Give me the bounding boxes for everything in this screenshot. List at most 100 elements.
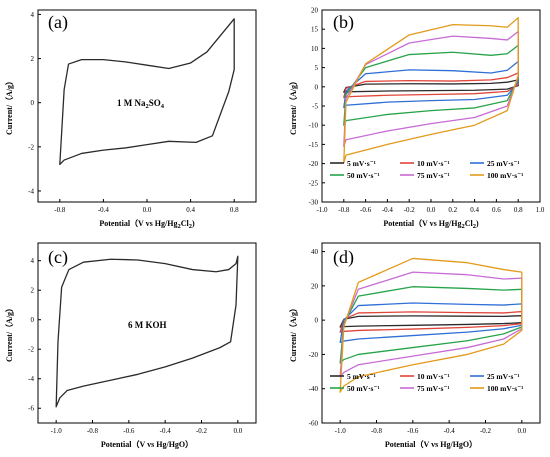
text-segment: Cl — [465, 219, 474, 228]
legend-label: 50 mV·s⁻¹ — [347, 384, 380, 393]
text-segment: 2 — [461, 223, 464, 230]
legend-label: 25 mV·s⁻¹ — [487, 159, 520, 168]
chart-panel-b: -1.0 -0.8 -0.6 -0.4 -0.2 0.0 0.2 0.4 0.6 0.8 1.0 -3… — [288, 7, 545, 231]
x-tick-label: 1.0 — [536, 206, 545, 214]
y-tick-label: -60 — [309, 420, 319, 428]
x-tick-label: 0.4 — [186, 206, 195, 214]
y-tick-label: 2 — [31, 55, 35, 63]
x-tick-label: -0.8 — [54, 206, 66, 214]
legend-label: 75 mV·s⁻¹ — [417, 171, 450, 180]
y-axis-label: Current/（A/g） — [288, 304, 298, 362]
y-tick-label: 0 — [315, 83, 319, 91]
electrolyte-annotation: 1 M Na2SO4 — [117, 98, 165, 110]
y-tick-label: -30 — [309, 199, 319, 207]
y-tick-label: -15 — [309, 141, 319, 149]
x-tick-label: 0.0 — [143, 206, 152, 214]
y-axis-label: Current/（A/g） — [288, 77, 298, 135]
x-tick-label: -0.6 — [123, 427, 135, 435]
text-segment: Potential（V vs Hg/Hg — [383, 218, 461, 228]
legend-label: 5 mV·s⁻¹ — [347, 372, 376, 381]
y-tick-label: 2 — [31, 287, 35, 295]
x-axis-label: Potential（V vs Hg/HgO） — [385, 439, 477, 449]
y-tick-label: -40 — [309, 385, 319, 393]
y-tick-label: 10 — [311, 45, 319, 53]
cv-curve-main — [55, 255, 239, 408]
panel-label: (b) — [333, 12, 354, 33]
x-tick-label: -0.2 — [404, 206, 416, 214]
y-axis-label: Current/（A/g） — [4, 304, 14, 362]
x-tick-label: -1.0 — [316, 206, 328, 214]
legend-label: 10 mV·s⁻¹ — [417, 159, 450, 168]
x-tick-label: -0.8 — [338, 206, 350, 214]
x-tick-label: 0.4 — [470, 206, 479, 214]
panel-label: (a) — [48, 12, 68, 33]
chart-panel-c: -1.0 -0.8 -0.6 -0.4 -0.2 0.0 -6 -4 -2 0 2 4 Current/… — [4, 242, 257, 449]
legend-label: 50 mV·s⁻¹ — [347, 171, 380, 180]
text-segment: 2 — [473, 223, 476, 230]
y-tick-label: 20 — [311, 282, 319, 290]
cv-curve-main — [59, 18, 235, 166]
chart-panel-d: -1.0 -0.8 -0.6 -0.4 -0.2 0.0 -60 -40 -20 0 20 40 Cur… — [288, 242, 541, 449]
legend-label: 10 mV·s⁻¹ — [417, 372, 450, 381]
x-tick-label: -0.2 — [480, 427, 492, 435]
y-tick-label: 4 — [31, 11, 35, 19]
legend-label: 75 mV·s⁻¹ — [417, 384, 450, 393]
legend-label: 5 mV·s⁻¹ — [347, 159, 376, 168]
x-tick-label: -0.6 — [360, 206, 372, 214]
text-segment: Cl — [181, 219, 190, 228]
legend-label: 100 mV·s⁻¹ — [487, 171, 523, 180]
text-segment: 6 M KOH — [128, 320, 167, 330]
legend-label: 100 mV·s⁻¹ — [487, 384, 523, 393]
x-axis-label: Potential（V vs Hg/Hg2Cl2) — [99, 218, 195, 230]
x-tick-label: -0.6 — [407, 427, 419, 435]
chart-panel-a: -0.8 -0.4 0.0 0.4 0.8 -4 -2 0 2 4 Current/（A/g） Pot… — [4, 9, 257, 230]
cv-curve-75mv — [343, 30, 519, 147]
x-tick-label: 0.6 — [492, 206, 501, 214]
cv-curve-10mv — [343, 72, 519, 99]
text-segment: 4 — [161, 103, 165, 110]
y-tick-label: 4 — [31, 257, 35, 265]
cv-curve-100mv — [339, 257, 523, 393]
y-tick-label: 5 — [315, 64, 319, 72]
x-tick-label: 0.8 — [514, 206, 523, 214]
text-segment: 1 M Na — [117, 98, 146, 108]
x-tick-label: -1.0 — [335, 427, 347, 435]
y-tick-label: 40 — [311, 248, 319, 256]
x-axis-label: Potential（V vs Hg/HgO） — [101, 439, 193, 449]
plot-frame — [37, 242, 257, 424]
text-segment: Potential（V vs Hg/HgO） — [385, 439, 477, 449]
y-tick-label: -20 — [309, 160, 319, 168]
y-tick-label: 0 — [31, 99, 35, 107]
x-tick-label: -0.2 — [196, 427, 208, 435]
y-axis-label: Current/（A/g） — [4, 77, 14, 135]
cv-curve-5mv — [339, 315, 523, 328]
y-tick-label: -6 — [28, 405, 34, 413]
legend-label: 25 mV·s⁻¹ — [487, 372, 520, 381]
panel-label: (c) — [48, 247, 68, 268]
panel-label: (d) — [333, 247, 354, 268]
x-tick-label: 0.2 — [448, 206, 457, 214]
y-tick-label: -4 — [28, 187, 34, 195]
x-tick-label: -0.8 — [87, 427, 99, 435]
text-segment: 2 — [177, 223, 180, 230]
text-segment: 2 — [146, 103, 149, 110]
text-segment: Potential（V vs Hg/HgO） — [101, 439, 193, 449]
cv-curve-25mv — [339, 302, 523, 344]
x-axis-label: Potential（V vs Hg/Hg2Cl2) — [383, 218, 479, 230]
y-tick-label: -20 — [309, 351, 319, 359]
y-tick-label: -2 — [28, 346, 34, 354]
text-segment: Potential（V vs Hg/Hg — [99, 218, 177, 228]
text-segment: 2 — [189, 223, 192, 230]
x-tick-label: -0.8 — [371, 427, 383, 435]
x-tick-label: -0.4 — [98, 206, 110, 214]
text-segment: ) — [476, 219, 479, 228]
y-tick-label: -5 — [312, 103, 318, 111]
electrolyte-annotation: 6 M KOH — [128, 320, 167, 330]
x-tick-label: 0.8 — [230, 206, 239, 214]
x-tick-label: -0.4 — [444, 427, 456, 435]
y-tick-label: 0 — [31, 316, 35, 324]
y-tick-label: 0 — [315, 317, 319, 325]
y-tick-label: -2 — [28, 143, 34, 151]
x-tick-label: 0.0 — [427, 206, 436, 214]
